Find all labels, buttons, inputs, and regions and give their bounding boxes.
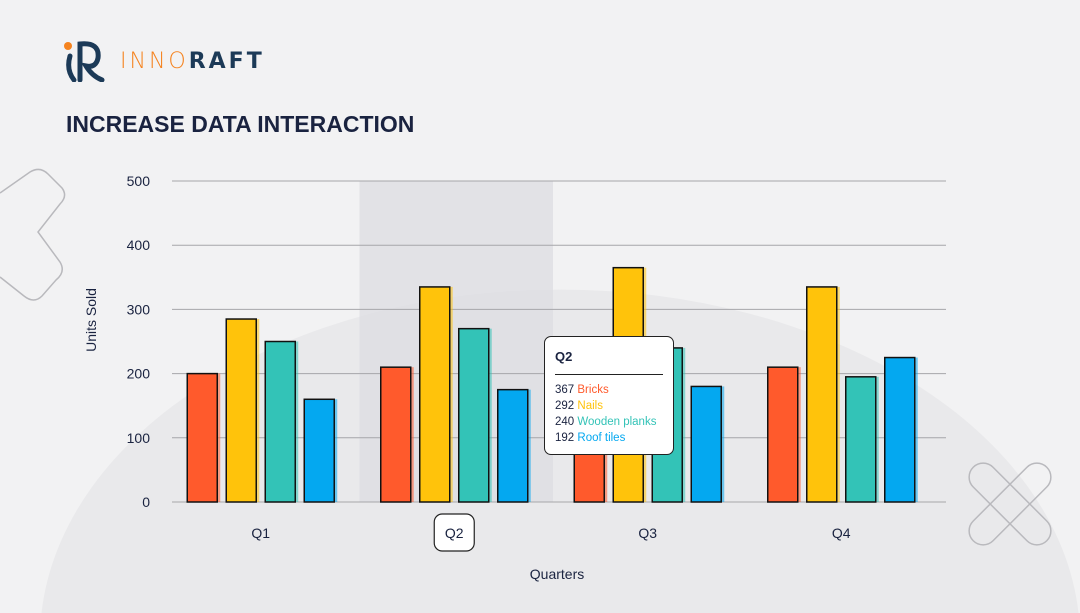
y-tick-label: 300 — [127, 301, 151, 317]
chart-tooltip: Q2 367 Bricks 292 Nails 240 Wooden planks 1… — [544, 336, 674, 455]
tooltip-series-label: Bricks — [577, 384, 609, 396]
y-tick-label: 200 — [127, 366, 151, 382]
innoraft-logo: INNORAFT — [62, 40, 265, 82]
bar-roof-tiles-q2[interactable] — [497, 388, 529, 503]
x-tick-label[interactable]: Q3 — [638, 525, 657, 541]
cross-decoration-left — [0, 168, 66, 301]
tooltip-row: 192 Roof tiles — [555, 430, 663, 446]
x-tick-label[interactable]: Q4 — [832, 525, 851, 541]
tooltip-row: 240 Wooden planks — [555, 414, 663, 430]
y-axis-label: Units Sold — [83, 288, 99, 352]
y-tick-label: 0 — [142, 494, 150, 510]
tooltip-row: 367 Bricks — [555, 382, 663, 398]
logo-text: INNORAFT — [120, 49, 265, 74]
tooltip-value: 292 — [555, 400, 575, 412]
x-tick-highlight-box — [433, 513, 475, 552]
bar-bricks-q2[interactable] — [380, 366, 412, 503]
logo-text-bold: RAFT — [188, 48, 265, 74]
x-tick-label[interactable]: Q1 — [251, 525, 270, 541]
x-tick-label[interactable]: Q2 — [445, 525, 464, 541]
bar-wooden-planks-q1[interactable] — [264, 340, 296, 503]
tooltip-series-label: Roof tiles — [577, 432, 626, 444]
tooltip-title: Q2 — [555, 349, 573, 364]
bar-roof-tiles-q3[interactable] — [690, 385, 722, 503]
y-tick-label: 100 — [127, 430, 151, 446]
tooltip-row: 292 Nails — [555, 398, 663, 414]
bar-bricks-q1[interactable] — [186, 372, 218, 503]
tooltip-value: 367 — [555, 384, 575, 396]
cross-decoration-right — [968, 462, 1052, 546]
x-axis-label: Quarters — [530, 566, 584, 582]
bar-roof-tiles-q4[interactable] — [884, 356, 916, 503]
y-tick-label: 400 — [127, 237, 151, 253]
tooltip-value: 192 — [555, 432, 575, 444]
bar-roof-tiles-q1[interactable] — [303, 398, 335, 503]
logo-text-light: INNO — [120, 48, 189, 74]
bar-bricks-q4[interactable] — [767, 366, 799, 503]
tooltip-value: 240 — [555, 416, 575, 428]
bar-nails-q1[interactable] — [225, 318, 257, 503]
y-tick-label: 500 — [127, 173, 151, 189]
bar-nails-q4[interactable] — [806, 286, 838, 503]
tooltip-divider — [555, 374, 663, 375]
tooltip-series-label: Wooden planks — [577, 416, 657, 428]
bar-wooden-planks-q2[interactable] — [458, 327, 490, 503]
tooltip-rows: 367 Bricks 292 Nails 240 Wooden planks 192 … — [555, 382, 663, 446]
page-title: INCREASE DATA INTERACTION — [66, 111, 415, 137]
bar-nails-q2[interactable] — [419, 286, 451, 503]
bar-wooden-planks-q4[interactable] — [845, 376, 877, 503]
logo-mark-icon — [64, 41, 105, 82]
tooltip-series-label: Nails — [577, 400, 603, 412]
